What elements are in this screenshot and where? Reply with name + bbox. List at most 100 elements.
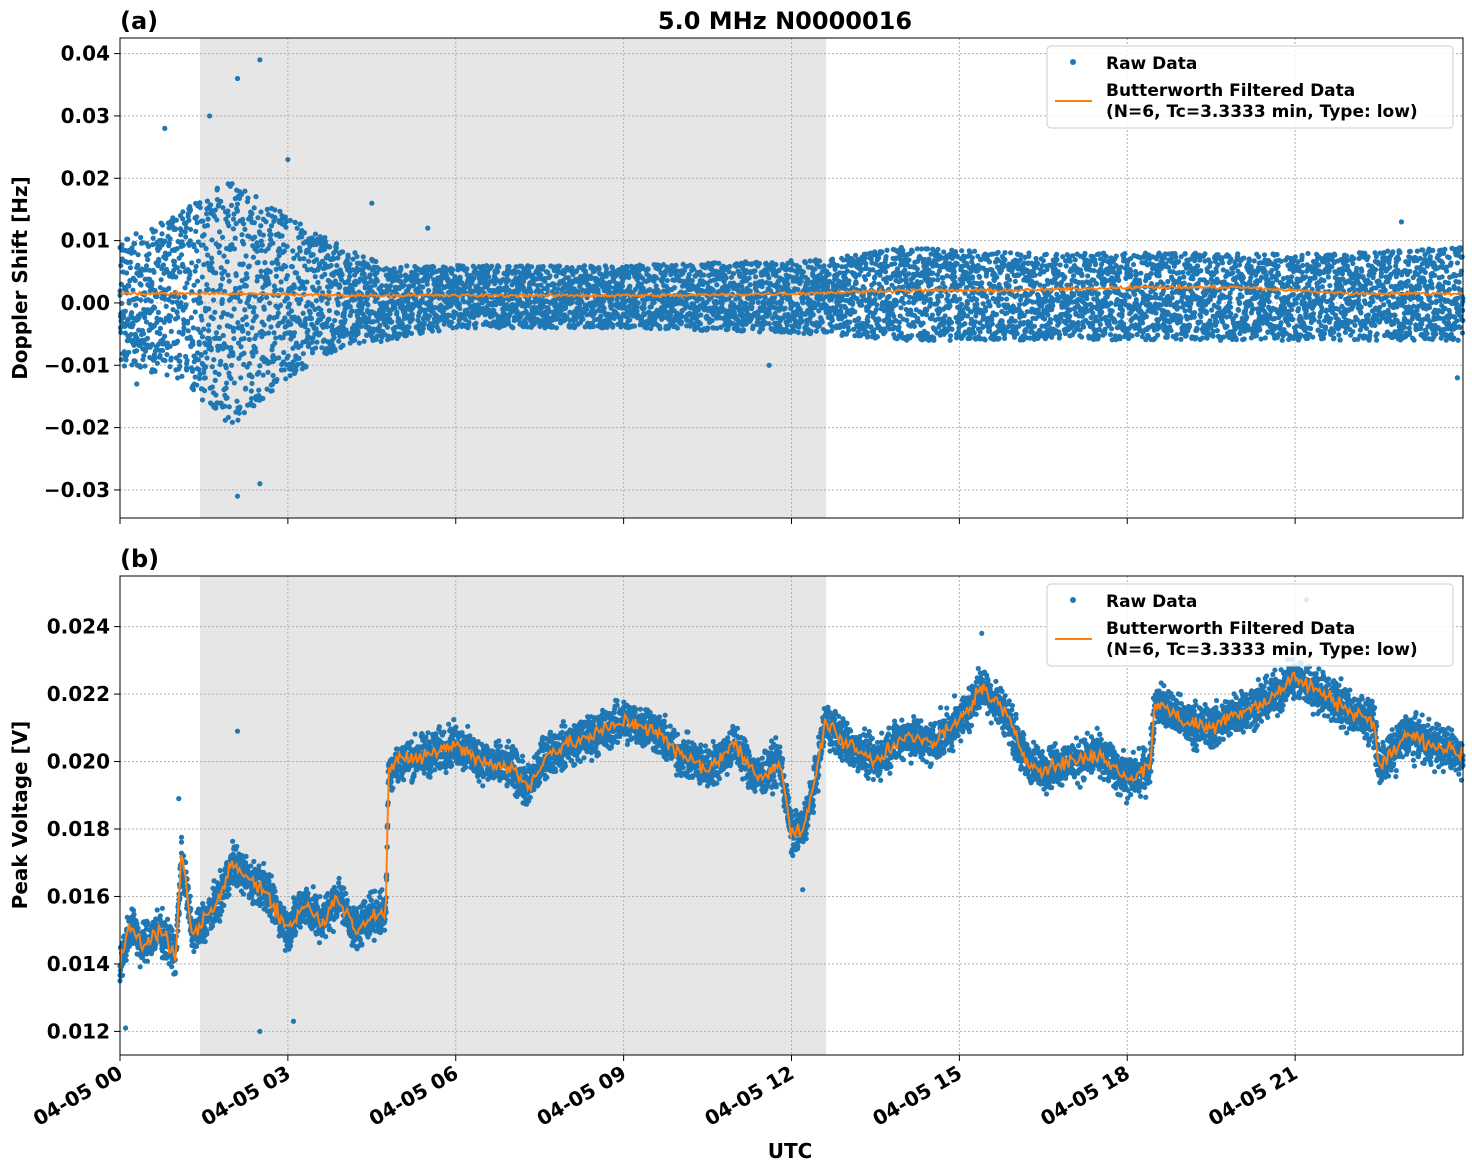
raw-point: [426, 313, 433, 319]
raw-point: [296, 355, 302, 361]
raw-point: [256, 387, 262, 393]
raw-point: [275, 261, 281, 267]
raw-point: [320, 314, 326, 320]
raw-point: [202, 375, 208, 381]
raw-point: [167, 236, 173, 242]
raw-point: [262, 260, 268, 266]
raw-point: [607, 284, 613, 290]
raw-point: [249, 210, 255, 217]
raw-point: [553, 273, 559, 279]
raw-point: [807, 258, 813, 264]
raw-point: [714, 282, 720, 288]
raw-point: [584, 306, 590, 312]
raw-point: [258, 209, 264, 215]
raw-point: [197, 371, 203, 377]
raw-point: [235, 320, 241, 326]
raw-point: [155, 309, 162, 315]
raw-point: [208, 202, 214, 208]
raw-point: [969, 255, 975, 261]
raw-point: [196, 367, 202, 373]
raw-point: [935, 298, 941, 304]
raw-point: [879, 249, 885, 255]
raw-point: [144, 335, 151, 341]
raw-point: [826, 271, 832, 277]
raw-point: [297, 221, 303, 227]
raw-point: [129, 245, 135, 251]
raw-point: [244, 275, 250, 281]
raw-point: [334, 310, 341, 316]
raw-point: [394, 309, 400, 315]
raw-point: [285, 353, 291, 359]
raw-point: [174, 338, 181, 344]
raw-point: [189, 260, 195, 266]
raw-point: [473, 320, 479, 326]
raw-point: [957, 296, 963, 302]
raw-point: [162, 333, 168, 339]
raw-point: [971, 330, 977, 336]
raw-point: [218, 358, 224, 364]
panel-a: 0.040.030.020.010.00−0.01−0.02−0.03 (a) …: [8, 7, 1466, 524]
raw-point: [199, 334, 206, 340]
raw-point: [201, 326, 207, 332]
raw-point: [118, 329, 124, 335]
raw-point: [198, 299, 204, 306]
raw-point: [308, 315, 315, 322]
raw-point: [816, 258, 823, 264]
raw-point: [800, 269, 806, 275]
raw-point: [150, 241, 156, 248]
raw-point: [140, 356, 146, 363]
raw-point: [234, 201, 241, 207]
raw-point: [204, 355, 210, 361]
raw-point: [201, 232, 207, 238]
raw-point: [261, 322, 267, 328]
raw-point: [540, 263, 546, 270]
raw-point: [800, 300, 806, 306]
raw-point: [847, 319, 853, 325]
raw-point: [204, 222, 211, 229]
raw-point: [190, 387, 197, 393]
raw-point: [766, 321, 772, 327]
raw-point: [140, 240, 146, 246]
raw-point: [377, 322, 383, 329]
raw-point: [967, 250, 973, 256]
raw-point: [211, 357, 217, 363]
raw-point: [324, 300, 331, 306]
raw-point: [268, 232, 274, 238]
raw-point: [322, 271, 328, 278]
raw-point: [631, 323, 637, 329]
raw-point: [918, 279, 924, 285]
raw-point: [138, 297, 144, 303]
raw-point: [166, 285, 172, 291]
raw-point: [865, 271, 872, 278]
raw-point: [203, 246, 209, 252]
raw-point: [345, 254, 351, 260]
raw-point: [125, 236, 131, 242]
raw-point: [326, 308, 332, 314]
raw-point: [120, 314, 127, 321]
raw-point: [226, 404, 232, 410]
raw-point: [309, 339, 315, 345]
raw-point: [752, 274, 759, 280]
raw-point: [387, 311, 393, 317]
raw-point: [214, 185, 220, 191]
raw-point: [166, 251, 172, 257]
raw-point: [929, 312, 936, 318]
raw-point: [133, 231, 139, 237]
raw-point: [928, 281, 934, 288]
raw-point: [749, 304, 755, 310]
raw-point: [898, 305, 904, 311]
raw-point: [752, 268, 758, 274]
raw-point: [201, 388, 208, 394]
raw-point: [271, 330, 277, 336]
raw-point: [796, 324, 802, 330]
raw-point: [193, 228, 199, 234]
raw-point: [935, 246, 941, 253]
raw-point: [947, 337, 953, 343]
raw-point: [808, 328, 814, 334]
raw-point: [188, 315, 195, 321]
raw-point: [185, 328, 191, 334]
raw-point: [671, 285, 678, 291]
raw-point: [489, 263, 495, 269]
raw-point: [547, 273, 553, 279]
raw-point: [182, 353, 189, 360]
